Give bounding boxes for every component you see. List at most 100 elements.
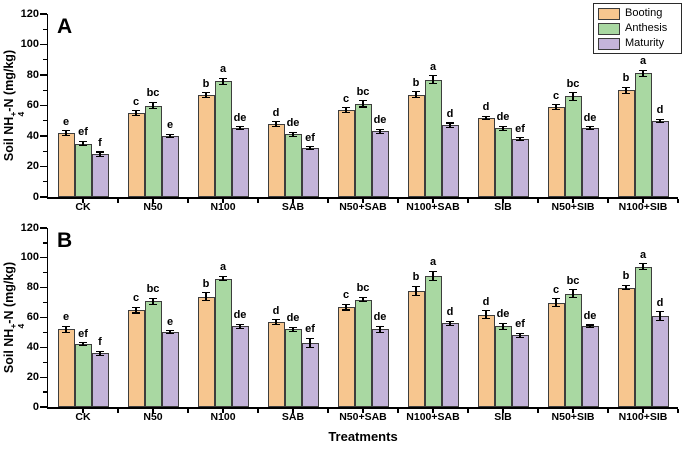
sig-letter: d	[272, 106, 280, 119]
x-major-tick	[292, 408, 294, 413]
error-bar-cap-top	[499, 125, 507, 127]
error-bar-cap-top	[272, 120, 280, 123]
category-label: SIB	[494, 411, 512, 423]
error-bar-whisker	[239, 324, 241, 329]
error-bar-cap-top	[516, 332, 524, 334]
bar-maturity	[581, 326, 599, 407]
error-bar-cap-bottom	[79, 145, 87, 147]
error-bar-whisker	[152, 298, 154, 305]
error-bar-cap-top	[586, 126, 594, 128]
bar-booting	[127, 113, 145, 197]
y-tick-label: 120	[20, 7, 39, 20]
error-bar-cap-top	[412, 91, 420, 93]
sig-letter: c	[552, 283, 560, 296]
error-bar-whisker	[345, 107, 347, 113]
bar-anthesis	[214, 81, 232, 197]
error-bar-cap-bottom	[342, 111, 350, 113]
sig-letter: d	[482, 101, 490, 114]
error-bar-whisker	[222, 276, 224, 281]
y-tick-label: 60	[26, 99, 39, 111]
x-boundary-tick	[537, 198, 539, 203]
error-bar-whisker	[309, 338, 311, 348]
error-bar-cap-bottom	[132, 114, 140, 116]
y-tick-label: 0	[32, 400, 39, 413]
sig-letter: de	[233, 309, 247, 322]
error-bar-cap-bottom	[306, 149, 314, 151]
bar-maturity	[651, 316, 669, 407]
x-boundary-tick	[257, 408, 259, 413]
error-bar-cap-bottom	[429, 82, 437, 84]
sig-letter: ef	[78, 126, 88, 139]
bar-anthesis	[494, 128, 512, 197]
y-major-tick	[39, 376, 47, 378]
x-major-tick	[642, 408, 644, 413]
y-major-tick	[39, 135, 47, 137]
sig-letter: c	[342, 92, 350, 105]
y-major-tick	[39, 287, 47, 289]
y-minor-tick	[42, 242, 47, 244]
bar-maturity	[371, 329, 389, 407]
error-bar-cap-bottom	[516, 337, 524, 339]
error-bar-cap-bottom	[359, 301, 367, 303]
error-bar-cap-bottom	[552, 305, 560, 307]
error-bar-cap-bottom	[219, 83, 227, 85]
error-bar-cap-bottom	[639, 269, 647, 271]
error-bar-whisker	[415, 286, 417, 296]
error-bar-cap-bottom	[236, 328, 244, 330]
category-label: N100	[210, 201, 236, 213]
x-boundary-tick	[117, 408, 119, 413]
error-bar-whisker	[379, 129, 381, 134]
bar-maturity	[231, 128, 249, 197]
sig-letter: de	[233, 111, 247, 124]
sig-letter: bc	[146, 87, 160, 100]
sig-letter: de	[286, 117, 300, 130]
y-tick-label: 80	[26, 68, 39, 81]
x-major-tick	[502, 198, 504, 203]
category-label: N50	[143, 411, 163, 423]
x-boundary-tick	[187, 408, 189, 413]
bar-booting	[337, 307, 355, 407]
x-axis-title: Treatments	[328, 429, 398, 444]
y-major-tick	[39, 346, 47, 348]
x-major-tick	[222, 408, 224, 413]
sig-letter: ef	[515, 318, 525, 331]
legend-item-maturity: Maturity	[598, 36, 678, 51]
error-bar-cap-bottom	[149, 108, 157, 110]
x-boundary-tick	[607, 198, 609, 203]
legend-label: Maturity	[625, 37, 665, 49]
error-bar-cap-bottom	[96, 156, 104, 158]
x-major-tick	[82, 198, 84, 203]
error-bar-cap-bottom	[132, 312, 140, 314]
sig-letter: de	[583, 111, 597, 124]
error-bar-whisker	[309, 146, 311, 150]
x-boundary-tick	[327, 198, 329, 203]
bar-maturity	[161, 136, 179, 197]
sig-letter: bc	[566, 274, 580, 287]
error-bar-cap-bottom	[639, 75, 647, 78]
sig-letter: b	[622, 270, 630, 283]
error-bar-whisker	[222, 78, 224, 85]
error-bar-cap-top	[306, 337, 314, 339]
category-label: SAB	[281, 201, 305, 213]
x-boundary-tick	[187, 198, 189, 203]
bar-booting	[197, 94, 215, 197]
x-major-tick	[222, 198, 224, 203]
error-bar-cap-top	[166, 330, 174, 332]
y-minor-tick	[42, 272, 47, 274]
sig-letter: bc	[566, 77, 580, 90]
bar-booting	[407, 290, 425, 407]
bar-booting	[127, 310, 145, 407]
error-bar-cap-top	[446, 122, 454, 124]
y-major-tick	[39, 406, 47, 408]
y-tick-label: 100	[20, 251, 39, 264]
x-boundary-tick	[327, 408, 329, 413]
y-major-tick	[39, 257, 47, 259]
error-bar-cap-bottom	[202, 96, 210, 98]
error-bar-cap-top	[482, 115, 490, 117]
y-minor-tick	[42, 120, 47, 122]
error-bar-cap-top	[446, 320, 454, 322]
error-bar-cap-top	[342, 107, 350, 109]
bar-maturity	[581, 128, 599, 197]
x-boundary-tick	[467, 408, 469, 413]
y-minor-tick	[42, 89, 47, 91]
